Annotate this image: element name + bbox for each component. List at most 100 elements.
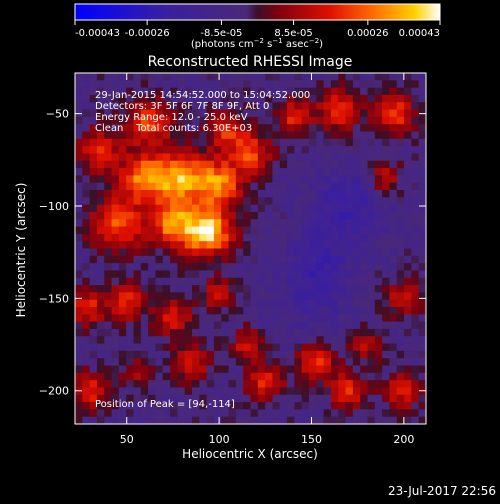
heatmap-cell bbox=[294, 219, 303, 227]
heatmap-cell bbox=[389, 146, 398, 154]
heatmap-cell bbox=[199, 380, 208, 388]
heatmap-cell bbox=[418, 102, 427, 110]
heatmap-cell bbox=[177, 380, 186, 388]
heatmap-cell bbox=[118, 116, 127, 125]
heatmap-cell bbox=[177, 87, 186, 96]
heatmap-cell bbox=[243, 138, 251, 147]
heatmap-cell bbox=[133, 307, 142, 315]
heatmap-cell bbox=[345, 248, 354, 257]
heatmap-cell bbox=[206, 402, 215, 410]
heatmap-cell bbox=[96, 402, 105, 410]
heatmap-cell bbox=[177, 138, 186, 147]
heatmap-cell bbox=[338, 372, 346, 381]
heatmap-cell bbox=[382, 416, 390, 425]
heatmap-cell bbox=[184, 233, 193, 242]
heatmap-cell bbox=[367, 343, 376, 352]
heatmap-cell bbox=[389, 380, 398, 388]
heatmap-cell bbox=[272, 138, 281, 147]
heatmap-cell bbox=[279, 153, 288, 162]
heatmap-cell bbox=[111, 336, 120, 344]
heatmap-cell bbox=[389, 409, 398, 418]
heatmap-cell bbox=[404, 285, 412, 293]
heatmap-cell bbox=[126, 380, 134, 388]
heatmap-cell bbox=[316, 73, 325, 81]
heatmap-cell bbox=[294, 87, 303, 96]
heatmap-cell bbox=[184, 292, 193, 301]
heatmap-cell bbox=[89, 226, 98, 235]
heatmap-cell bbox=[287, 153, 295, 162]
heatmap-cell bbox=[243, 416, 251, 425]
heatmap-cell bbox=[170, 226, 178, 235]
heatmap-cell bbox=[250, 299, 259, 308]
heatmap-cell bbox=[309, 387, 317, 396]
heatmap-cell bbox=[199, 343, 208, 352]
heatmap-cell bbox=[279, 73, 288, 81]
heatmap-cell bbox=[155, 138, 164, 147]
heatmap-cell bbox=[309, 197, 317, 206]
heatmap-cell bbox=[170, 197, 178, 206]
heatmap-cell bbox=[374, 365, 383, 374]
heatmap-cell bbox=[382, 365, 390, 374]
heatmap-cell bbox=[235, 80, 244, 89]
heatmap-cell bbox=[184, 146, 193, 154]
heatmap-cell bbox=[374, 336, 383, 344]
heatmap-cell bbox=[96, 328, 105, 337]
heatmap-cell bbox=[352, 80, 361, 89]
heatmap-cell bbox=[389, 160, 398, 169]
heatmap-cell bbox=[279, 255, 288, 264]
heatmap-cell bbox=[199, 241, 208, 249]
heatmap-cell bbox=[111, 263, 120, 271]
heatmap-cell bbox=[140, 146, 149, 154]
y-axis-label: Heliocentric Y (arcsec) bbox=[14, 183, 28, 318]
heatmap-cell bbox=[352, 102, 361, 110]
heatmap-cell bbox=[111, 116, 120, 125]
heatmap-cell bbox=[279, 197, 288, 206]
heatmap-cell bbox=[162, 219, 171, 227]
heatmap-cell bbox=[177, 255, 186, 264]
heatmap-cell bbox=[265, 124, 273, 132]
heatmap-cell bbox=[374, 146, 383, 154]
heatmap-cell bbox=[250, 124, 259, 132]
heatmap-cell bbox=[148, 233, 156, 242]
heatmap-cell bbox=[287, 321, 295, 330]
heatmap-cell bbox=[199, 168, 208, 176]
heatmap-cell bbox=[279, 365, 288, 374]
heatmap-cell bbox=[213, 182, 222, 191]
heatmap-cell bbox=[126, 146, 134, 154]
heatmap-cell bbox=[104, 358, 112, 366]
heatmap-cell bbox=[140, 416, 149, 425]
heatmap-cell bbox=[294, 146, 303, 154]
heatmap-cell bbox=[82, 402, 91, 410]
heatmap-cell bbox=[177, 94, 186, 103]
heatmap-cell bbox=[411, 131, 420, 140]
heatmap-cell bbox=[206, 248, 215, 257]
heatmap-cell bbox=[148, 277, 156, 286]
heatmap-cell bbox=[345, 409, 354, 418]
heatmap-cell bbox=[279, 211, 288, 220]
heatmap-cell bbox=[126, 307, 134, 315]
heatmap-cell bbox=[382, 160, 390, 169]
heatmap-cell bbox=[133, 292, 142, 301]
heatmap-cell bbox=[301, 160, 310, 169]
heatmap-cell bbox=[316, 343, 325, 352]
heatmap-cell bbox=[330, 343, 339, 352]
heatmap-cell bbox=[75, 138, 83, 147]
heatmap-cell bbox=[374, 285, 383, 293]
heatmap-cell bbox=[294, 350, 303, 359]
heatmap-cell bbox=[206, 87, 215, 96]
heatmap-cell bbox=[126, 387, 134, 396]
heatmap-cell bbox=[374, 153, 383, 162]
x-tick-label: 100 bbox=[209, 433, 230, 446]
heatmap-cell bbox=[192, 416, 200, 425]
annotation-time: 29-Jan-2015 14:54:52.000 to 15:04:52.000 bbox=[95, 90, 310, 101]
heatmap-cell bbox=[228, 263, 237, 271]
heatmap-cell bbox=[96, 73, 105, 81]
heatmap-cell bbox=[265, 350, 273, 359]
heatmap-cell bbox=[155, 263, 164, 271]
heatmap-cell bbox=[111, 321, 120, 330]
heatmap-cell bbox=[257, 73, 266, 81]
heatmap-cell bbox=[140, 387, 149, 396]
colorbar-tick-label: 8.5e-05 bbox=[274, 28, 312, 39]
heatmap-cell bbox=[374, 80, 383, 89]
heatmap-cell bbox=[235, 190, 244, 198]
